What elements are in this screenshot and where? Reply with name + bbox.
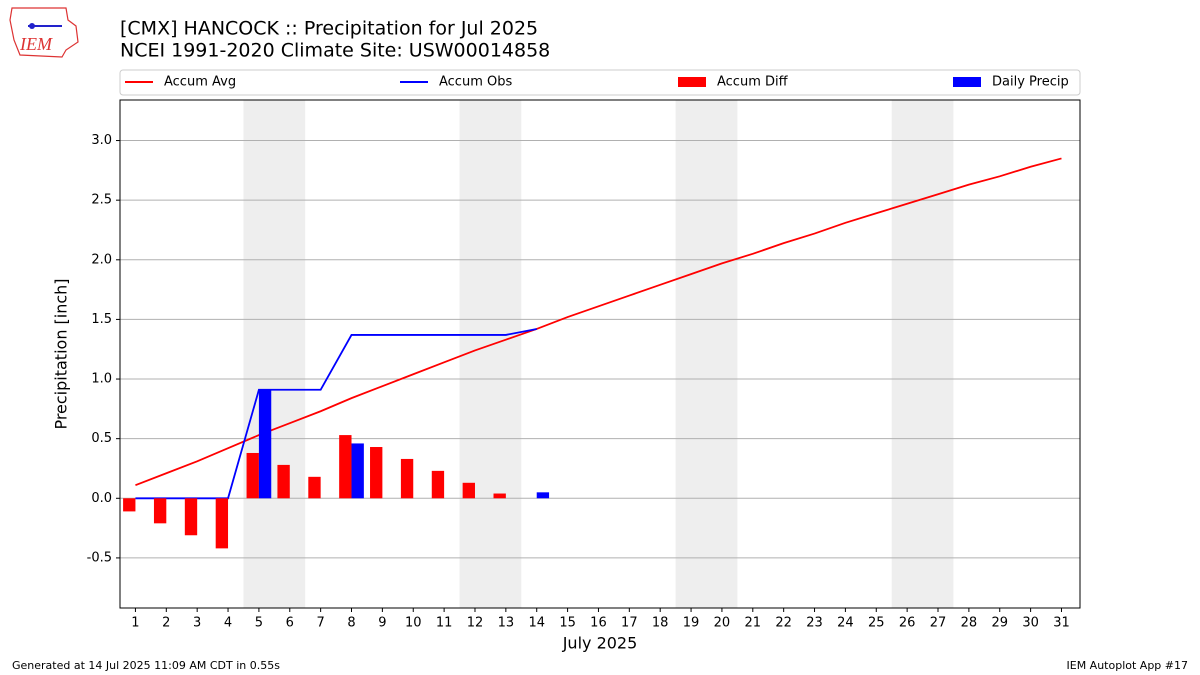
y-tick-label: 0.0 bbox=[91, 491, 112, 506]
x-tick-label: 24 bbox=[837, 616, 854, 631]
legend-label: Accum Avg bbox=[164, 75, 236, 90]
x-tick-label: 21 bbox=[745, 616, 762, 631]
line bbox=[135, 328, 537, 500]
x-tick-label: 11 bbox=[436, 616, 453, 631]
footer-left: Generated at 14 Jul 2025 11:09 AM CDT in… bbox=[12, 659, 280, 672]
x-tick-label: 8 bbox=[347, 616, 355, 631]
bar bbox=[123, 498, 136, 512]
y-tick-label: 0.5 bbox=[91, 431, 112, 446]
legend-label: Accum Diff bbox=[717, 75, 789, 90]
bar bbox=[536, 492, 550, 499]
bar bbox=[493, 493, 506, 499]
y-tick-label: 3.0 bbox=[91, 133, 112, 148]
chart-subtitle: NCEI 1991-2020 Climate Site: USW00014858 bbox=[120, 40, 550, 62]
x-tick-label: 1 bbox=[131, 616, 139, 631]
x-tick-label: 30 bbox=[1022, 616, 1039, 631]
x-tick-label: 29 bbox=[991, 616, 1008, 631]
chart-title: [CMX] HANCOCK :: Precipitation for Jul 2… bbox=[120, 18, 538, 40]
line bbox=[135, 157, 1062, 487]
bar bbox=[370, 447, 383, 499]
x-tick-label: 23 bbox=[806, 616, 823, 631]
y-tick-label: -0.5 bbox=[87, 550, 112, 565]
weekend-shade bbox=[459, 100, 522, 608]
legend bbox=[119, 69, 1081, 96]
plot-frame bbox=[119, 99, 1081, 609]
bar bbox=[431, 470, 445, 499]
weekend-shade bbox=[243, 100, 306, 608]
x-tick-label: 2 bbox=[162, 616, 170, 631]
weekend-shade bbox=[675, 100, 738, 608]
x-tick-label: 18 bbox=[652, 616, 669, 631]
bar bbox=[215, 498, 229, 549]
bar bbox=[258, 389, 272, 499]
logo: IEM bbox=[9, 7, 79, 58]
x-tick-label: 5 bbox=[255, 616, 263, 631]
x-tick-label: 13 bbox=[498, 616, 515, 631]
y-tick-label: 1.5 bbox=[91, 312, 112, 327]
x-tick-label: 17 bbox=[621, 616, 638, 631]
bar bbox=[339, 435, 352, 499]
logo-text: IEM bbox=[19, 34, 53, 54]
x-tick-label: 27 bbox=[930, 616, 947, 631]
logo-outline bbox=[9, 7, 79, 58]
legend-label: Accum Obs bbox=[439, 75, 512, 90]
x-tick-label: 10 bbox=[405, 616, 422, 631]
bar bbox=[153, 498, 167, 524]
x-tick-label: 26 bbox=[899, 616, 916, 631]
x-tick-label: 6 bbox=[286, 616, 294, 631]
y-axis-label: Precipitation [inch] bbox=[52, 278, 71, 429]
bar bbox=[400, 458, 414, 499]
weekend-shade bbox=[891, 100, 954, 608]
x-axis-label: July 2025 bbox=[562, 634, 638, 653]
plot-area bbox=[120, 100, 1080, 608]
x-tick-label: 20 bbox=[714, 616, 731, 631]
legend-swatch bbox=[678, 77, 706, 87]
bar bbox=[308, 476, 321, 499]
y-tick-label: 2.5 bbox=[91, 193, 112, 208]
bar bbox=[277, 464, 290, 499]
bar bbox=[184, 498, 198, 536]
x-tick-label: 15 bbox=[559, 616, 576, 631]
bar bbox=[246, 452, 259, 499]
logo-icon bbox=[29, 23, 35, 29]
x-tick-label: 14 bbox=[528, 616, 545, 631]
x-tick-label: 31 bbox=[1053, 616, 1070, 631]
x-tick-label: 16 bbox=[590, 616, 607, 631]
footer-right: IEM Autoplot App #17 bbox=[1067, 659, 1189, 672]
legend-swatch bbox=[953, 77, 981, 87]
x-tick-label: 4 bbox=[224, 616, 232, 631]
x-tick-label: 12 bbox=[467, 616, 484, 631]
y-tick-label: 1.0 bbox=[91, 372, 112, 387]
legend-label: Daily Precip bbox=[992, 75, 1069, 90]
x-tick-label: 9 bbox=[378, 616, 386, 631]
x-tick-label: 7 bbox=[317, 616, 325, 631]
x-tick-label: 19 bbox=[683, 616, 700, 631]
x-tick-label: 22 bbox=[775, 616, 792, 631]
bar bbox=[462, 482, 475, 499]
x-tick-label: 3 bbox=[193, 616, 201, 631]
x-tick-label: 28 bbox=[961, 616, 978, 631]
y-tick-label: 2.0 bbox=[91, 252, 112, 267]
x-tick-label: 25 bbox=[868, 616, 885, 631]
bar bbox=[351, 443, 364, 499]
